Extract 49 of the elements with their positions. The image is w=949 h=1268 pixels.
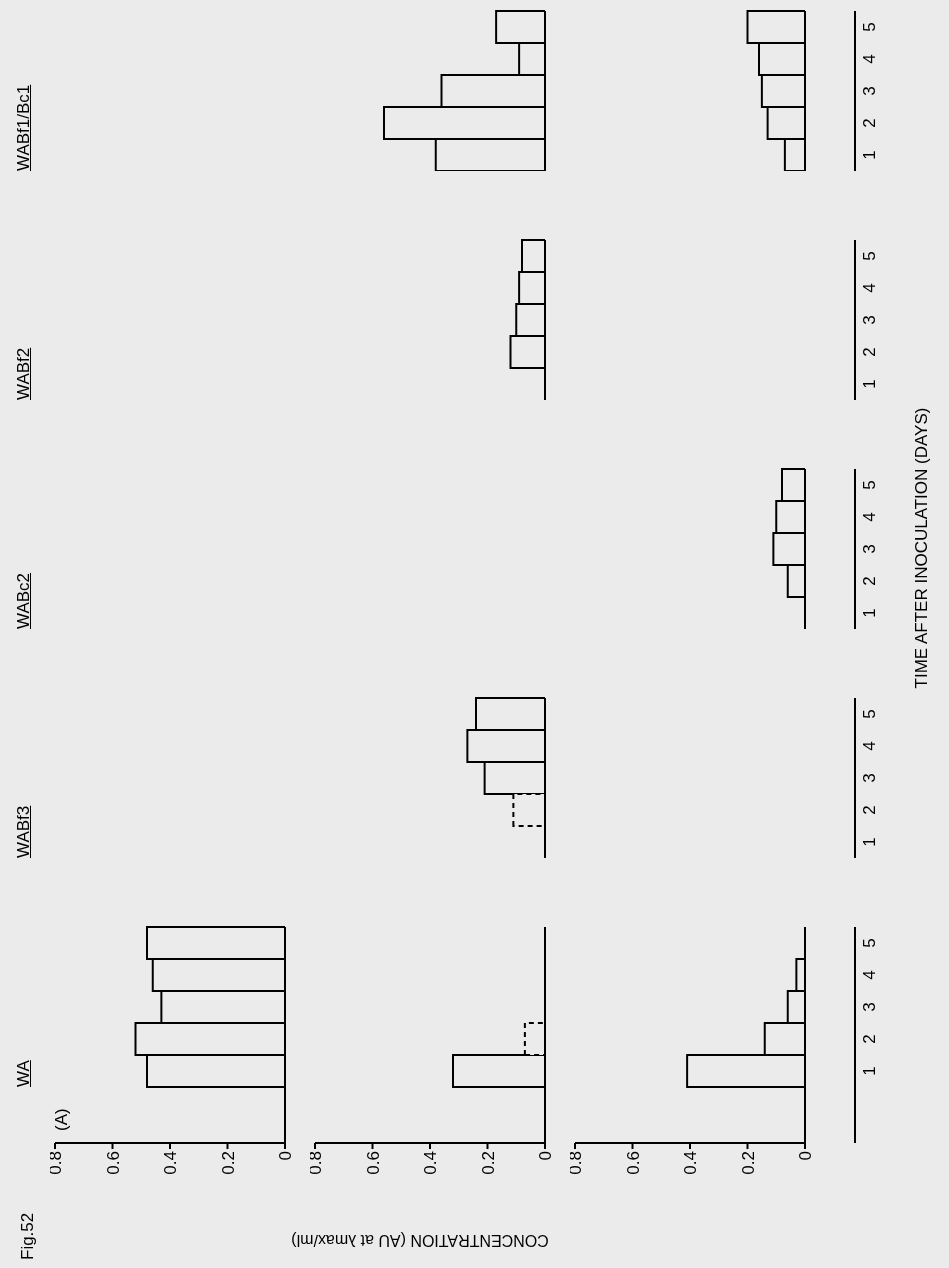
y-tick-label: 4 bbox=[860, 283, 880, 293]
y-tick-label: 1 bbox=[860, 379, 880, 389]
y-tick-label: 1 bbox=[860, 837, 880, 847]
y-tick-label: 4 bbox=[860, 970, 880, 980]
y-tick-label: 5 bbox=[860, 22, 880, 32]
x-tick-label: 0.6 bbox=[103, 1151, 123, 1175]
text: (A) bbox=[52, 1108, 72, 1131]
y-tick-label: 4 bbox=[860, 741, 880, 751]
y-tick-label: 4 bbox=[860, 54, 880, 64]
y-tick-label: 3 bbox=[860, 86, 880, 96]
x-tick-label: 0.4 bbox=[681, 1151, 701, 1175]
y-tick-label: 5 bbox=[860, 938, 880, 948]
x-tick-label: 0 bbox=[276, 1151, 296, 1161]
y-tick-label: 2 bbox=[860, 805, 880, 815]
x-tick-label: 0.8 bbox=[46, 1151, 66, 1175]
y-tick-label: 2 bbox=[860, 1034, 880, 1044]
y-tick-label: 3 bbox=[860, 315, 880, 325]
y-tick-label: 1 bbox=[860, 608, 880, 618]
y-tick-label: 1 bbox=[860, 1066, 880, 1076]
x-tick-label: 0.8 bbox=[566, 1151, 586, 1175]
text: WABf1/Bc1 bbox=[14, 84, 34, 171]
x-tick-label: 0.8 bbox=[306, 1151, 326, 1175]
y-axis-title: TIME AFTER INOCULATION (DAYS) bbox=[912, 406, 932, 691]
x-tick-label: 0.4 bbox=[421, 1151, 441, 1175]
y-tick-label: 1 bbox=[860, 150, 880, 160]
y-tick-label: 3 bbox=[860, 773, 880, 783]
y-tick-label: 3 bbox=[860, 1002, 880, 1012]
x-tick-label: 0.2 bbox=[478, 1151, 498, 1175]
y-tick-label: 5 bbox=[860, 709, 880, 719]
x-tick-label: 0 bbox=[536, 1151, 556, 1161]
y-tick-label: 2 bbox=[860, 576, 880, 586]
caption: Fig.52 bbox=[18, 1212, 38, 1260]
text: WABc2 bbox=[14, 572, 34, 629]
x-tick-label: 0.2 bbox=[738, 1151, 758, 1175]
x-tick-label: 0.6 bbox=[623, 1151, 643, 1175]
y-tick-label: 4 bbox=[860, 512, 880, 522]
text: WA bbox=[14, 1060, 34, 1087]
y-tick-label: 2 bbox=[860, 347, 880, 357]
x-tick-label: 0 bbox=[796, 1151, 816, 1161]
y-tick-label: 3 bbox=[860, 544, 880, 554]
y-tick-label: 2 bbox=[860, 118, 880, 128]
y-tick-label: 5 bbox=[860, 480, 880, 490]
x-tick-label: 0.2 bbox=[218, 1151, 238, 1175]
x-tick-label: 0.4 bbox=[161, 1151, 181, 1175]
y-tick-label: 5 bbox=[860, 251, 880, 261]
text: WABf3 bbox=[14, 805, 34, 858]
text: WABf2 bbox=[14, 347, 34, 400]
x-axis-title: CONCENTRATION (AU at λmax/ml) bbox=[291, 1231, 549, 1249]
x-tick-label: 0.6 bbox=[363, 1151, 383, 1175]
